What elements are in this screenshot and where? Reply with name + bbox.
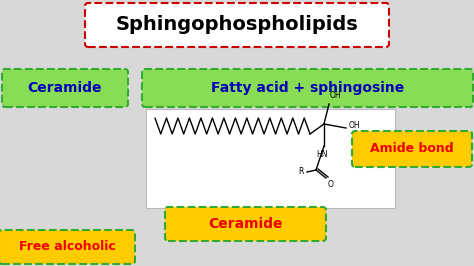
FancyBboxPatch shape (352, 131, 472, 167)
Text: Sphingophospholipids: Sphingophospholipids (116, 15, 358, 35)
Text: R: R (299, 168, 304, 177)
FancyBboxPatch shape (146, 109, 395, 208)
Text: OH: OH (330, 91, 342, 100)
Text: Free alcoholic: Free alcoholic (18, 240, 115, 253)
Text: Fatty acid + sphingosine: Fatty acid + sphingosine (211, 81, 404, 95)
Text: O: O (328, 180, 334, 189)
Text: Ceramide: Ceramide (208, 217, 283, 231)
Text: HN: HN (316, 150, 328, 159)
Text: Amide bond: Amide bond (370, 143, 454, 156)
FancyBboxPatch shape (165, 207, 326, 241)
Text: OH: OH (349, 122, 361, 131)
Text: Ceramide: Ceramide (28, 81, 102, 95)
FancyBboxPatch shape (85, 3, 389, 47)
FancyBboxPatch shape (2, 69, 128, 107)
FancyBboxPatch shape (142, 69, 473, 107)
FancyBboxPatch shape (0, 230, 135, 264)
